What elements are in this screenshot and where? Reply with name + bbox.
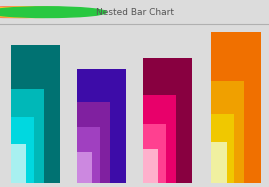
Bar: [77, 152, 92, 183]
Bar: [11, 117, 34, 183]
Bar: [143, 149, 158, 183]
Bar: [143, 95, 176, 183]
Bar: [11, 144, 26, 183]
Bar: [77, 127, 100, 183]
Circle shape: [0, 7, 90, 18]
Bar: [11, 45, 60, 183]
Circle shape: [0, 7, 106, 18]
Bar: [143, 124, 166, 183]
Bar: [211, 81, 244, 183]
Bar: [211, 33, 261, 183]
Bar: [11, 89, 44, 183]
Bar: [77, 102, 110, 183]
Bar: [77, 69, 126, 183]
Bar: [211, 114, 235, 183]
Circle shape: [0, 7, 74, 18]
Text: Nested Bar Chart: Nested Bar Chart: [95, 8, 174, 17]
Bar: [211, 142, 227, 183]
Bar: [143, 58, 192, 183]
